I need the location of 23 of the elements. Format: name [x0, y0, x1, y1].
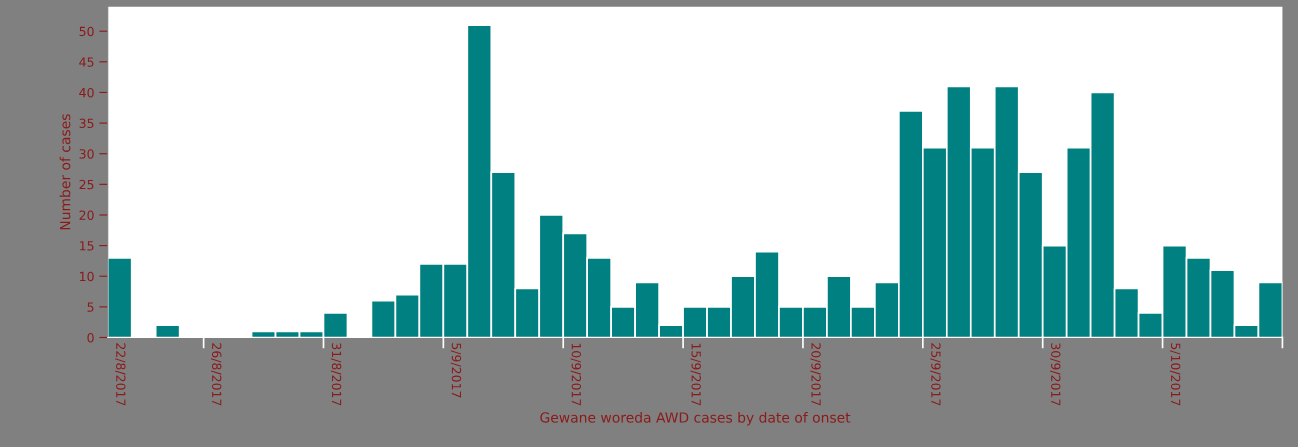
- x-tick-label: 30/9/2017: [1050, 343, 1061, 406]
- x-tick-label: 31/8/2017: [330, 343, 342, 406]
- y-tick-label: 45: [79, 57, 94, 67]
- x-tick-label: 22/8/2017: [115, 343, 126, 406]
- x-tick-label: 10/9/2017: [570, 343, 582, 406]
- y-tick-label: 10: [80, 271, 94, 282]
- x-tick-label: 26/8/2017: [211, 343, 222, 406]
- y-tick-label: 15: [80, 241, 94, 251]
- x-tick-label: 5/9/2017: [450, 343, 462, 398]
- y-tick-label: 5: [87, 302, 94, 312]
- x-tick-label: 5/10/2017: [1169, 343, 1181, 406]
- x-axis-title: Gewane woreda AWD cases by date of onset: [540, 412, 851, 426]
- y-axis-title: Number of cases: [59, 114, 71, 230]
- y-tick-label: 35: [79, 118, 94, 129]
- y-tick-label: 0: [87, 332, 94, 343]
- x-tick-label: 20/9/2017: [810, 343, 821, 406]
- y-tick-label: 50: [79, 26, 94, 37]
- y-tick-label: 20: [79, 210, 94, 220]
- x-tick-label: 15/9/2017: [690, 343, 701, 406]
- y-tick-label: 40: [79, 87, 94, 98]
- y-tick-label: 30: [79, 149, 94, 159]
- y-tick-label: 25: [79, 179, 94, 190]
- x-tick-label: 25/9/2017: [930, 343, 941, 406]
